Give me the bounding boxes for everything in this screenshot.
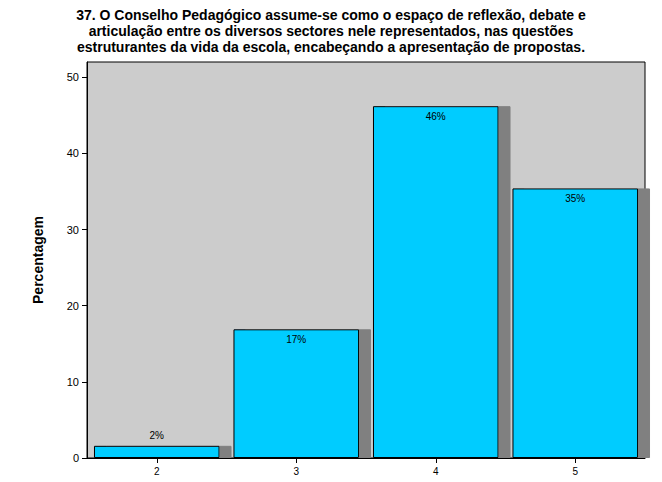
svg-text:40: 40 [67,147,79,159]
svg-text:0: 0 [73,452,79,464]
svg-text:10: 10 [67,376,79,388]
svg-text:2%: 2% [150,430,165,441]
svg-text:35%: 35% [565,193,585,204]
svg-text:37. O Conselho Pedagógico assu: 37. O Conselho Pedagógico assume-se como… [76,7,586,23]
svg-text:4: 4 [433,466,439,477]
svg-text:17%: 17% [286,334,306,345]
svg-text:30: 30 [67,224,79,236]
svg-text:3: 3 [293,466,299,477]
svg-text:50: 50 [67,71,79,83]
svg-text:46%: 46% [426,111,446,122]
svg-text:5: 5 [572,466,578,477]
svg-text:Percentagem: Percentagem [30,216,46,304]
svg-text:articulação entre os diversos: articulação entre os diversos sectores n… [89,23,574,39]
svg-text:2: 2 [154,466,160,477]
svg-text:estruturantes da vida da escol: estruturantes da vida da escola, encabeç… [77,39,585,55]
svg-text:20: 20 [67,300,79,312]
